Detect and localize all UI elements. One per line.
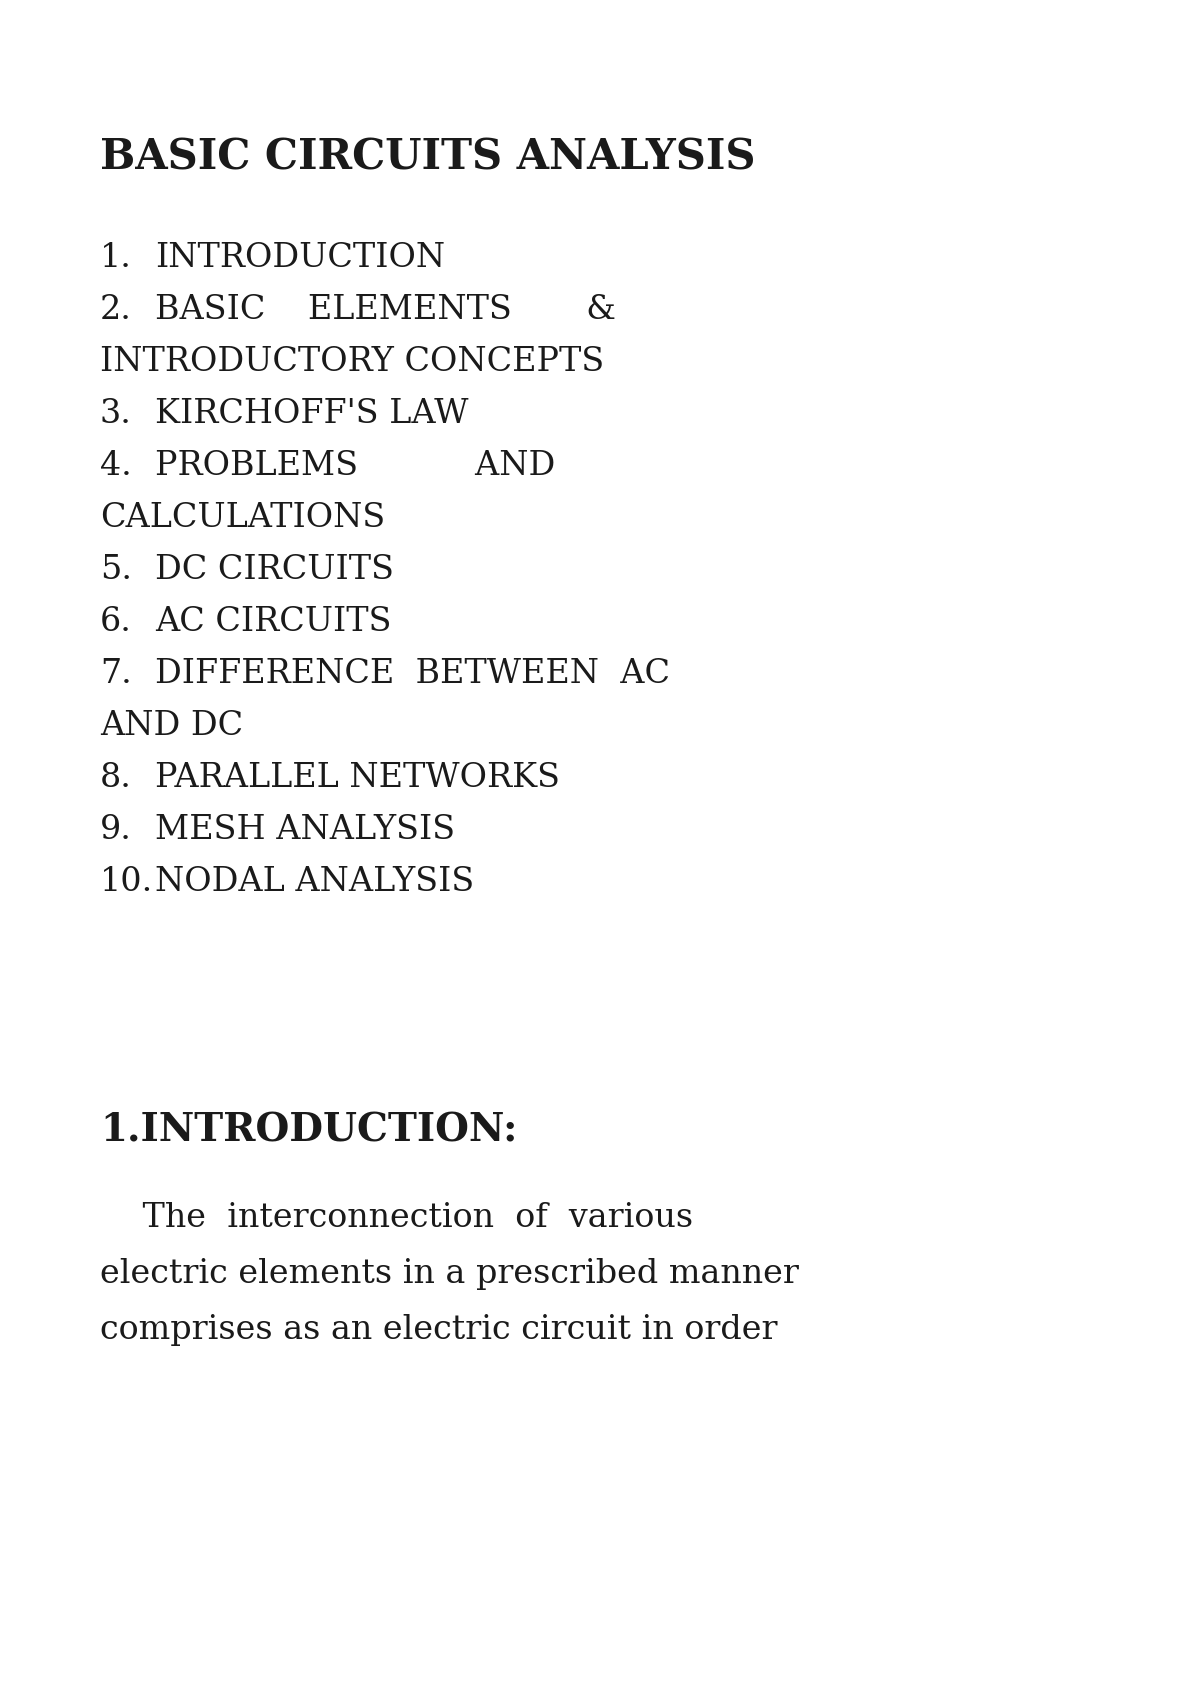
- Text: 8.: 8.: [100, 762, 132, 794]
- Text: DIFFERENCE  BETWEEN  AC: DIFFERENCE BETWEEN AC: [155, 658, 670, 691]
- Text: INTRODUCTION: INTRODUCTION: [155, 243, 445, 273]
- Text: BASIC    ELEMENTS       &: BASIC ELEMENTS &: [155, 294, 616, 326]
- Text: PROBLEMS           AND: PROBLEMS AND: [155, 450, 556, 482]
- Text: electric elements in a prescribed manner: electric elements in a prescribed manner: [100, 1257, 799, 1290]
- Text: MESH ANALYSIS: MESH ANALYSIS: [155, 815, 455, 847]
- Text: 7.: 7.: [100, 658, 132, 691]
- Text: INTRODUCTORY CONCEPTS: INTRODUCTORY CONCEPTS: [100, 346, 605, 378]
- Text: DC CIRCUITS: DC CIRCUITS: [155, 553, 394, 585]
- Text: CALCULATIONS: CALCULATIONS: [100, 502, 385, 535]
- Text: 1.: 1.: [100, 243, 132, 273]
- Text: 6.: 6.: [100, 606, 132, 638]
- Text: 2.: 2.: [100, 294, 132, 326]
- Text: 5.: 5.: [100, 553, 132, 585]
- Text: 3.: 3.: [100, 399, 132, 429]
- Text: 1.INTRODUCTION:: 1.INTRODUCTION:: [100, 1112, 517, 1151]
- Text: AC CIRCUITS: AC CIRCUITS: [155, 606, 391, 638]
- Text: BASIC CIRCUITS ANALYSIS: BASIC CIRCUITS ANALYSIS: [100, 137, 756, 178]
- Text: KIRCHOFF'S LAW: KIRCHOFF'S LAW: [155, 399, 468, 429]
- Text: 9.: 9.: [100, 815, 132, 847]
- Text: The  interconnection  of  various: The interconnection of various: [100, 1201, 694, 1234]
- Text: AND DC: AND DC: [100, 709, 244, 742]
- Text: PARALLEL NETWORKS: PARALLEL NETWORKS: [155, 762, 560, 794]
- Text: comprises as an electric circuit in order: comprises as an electric circuit in orde…: [100, 1313, 778, 1346]
- Text: 10.: 10.: [100, 865, 154, 898]
- Text: NODAL ANALYSIS: NODAL ANALYSIS: [155, 865, 474, 898]
- Text: 4.: 4.: [100, 450, 132, 482]
